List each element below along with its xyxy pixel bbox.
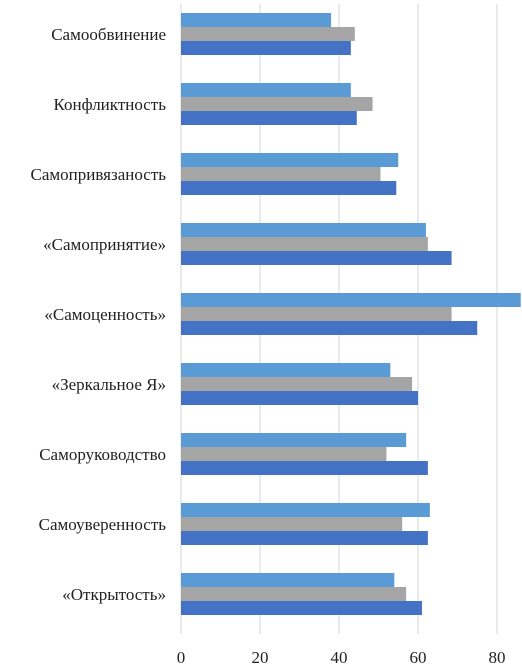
category-label: Самообвинение [51, 25, 166, 44]
bar [181, 503, 430, 517]
bar [181, 223, 426, 237]
bar [181, 181, 397, 195]
bar [181, 83, 351, 97]
bar [181, 363, 391, 377]
x-tick-label: 20 [252, 648, 269, 666]
category-label: «Зеркальное Я» [52, 375, 166, 394]
bar [181, 237, 428, 251]
bar [181, 461, 428, 475]
category-label: Самоуверенность [39, 515, 167, 534]
bar [181, 13, 332, 27]
category-label: «Самоценность» [44, 305, 166, 324]
bar [181, 111, 357, 125]
category-labels: Самообвинение Конфликтность Самопривязанос… [31, 25, 167, 604]
bar [181, 293, 521, 307]
bar [181, 97, 373, 111]
bar [181, 321, 478, 335]
x-tick-label: 40 [331, 648, 348, 666]
bars [181, 13, 521, 615]
x-tick-label: 80 [489, 648, 506, 666]
bar [181, 573, 395, 587]
bar [181, 153, 399, 167]
x-tick-label: 0 [177, 648, 186, 666]
bar [181, 433, 407, 447]
bar [181, 517, 403, 531]
bar [181, 391, 418, 405]
bar [181, 587, 407, 601]
bar [181, 251, 452, 265]
bar [181, 41, 351, 55]
category-label: Саморуководство [39, 445, 166, 464]
category-label: «Открытость» [62, 585, 166, 604]
bar [181, 601, 422, 615]
category-label: Конфликтность [54, 95, 167, 114]
category-label: «Самопринятие» [43, 235, 166, 254]
x-axis-ticks: 0 20 40 60 80 [177, 648, 506, 666]
bar [181, 531, 428, 545]
bar [181, 377, 413, 391]
bar [181, 167, 381, 181]
bar [181, 307, 452, 321]
bar [181, 447, 387, 461]
x-tick-label: 60 [410, 648, 427, 666]
category-label: Самопривязаность [31, 165, 167, 184]
bar [181, 27, 355, 41]
